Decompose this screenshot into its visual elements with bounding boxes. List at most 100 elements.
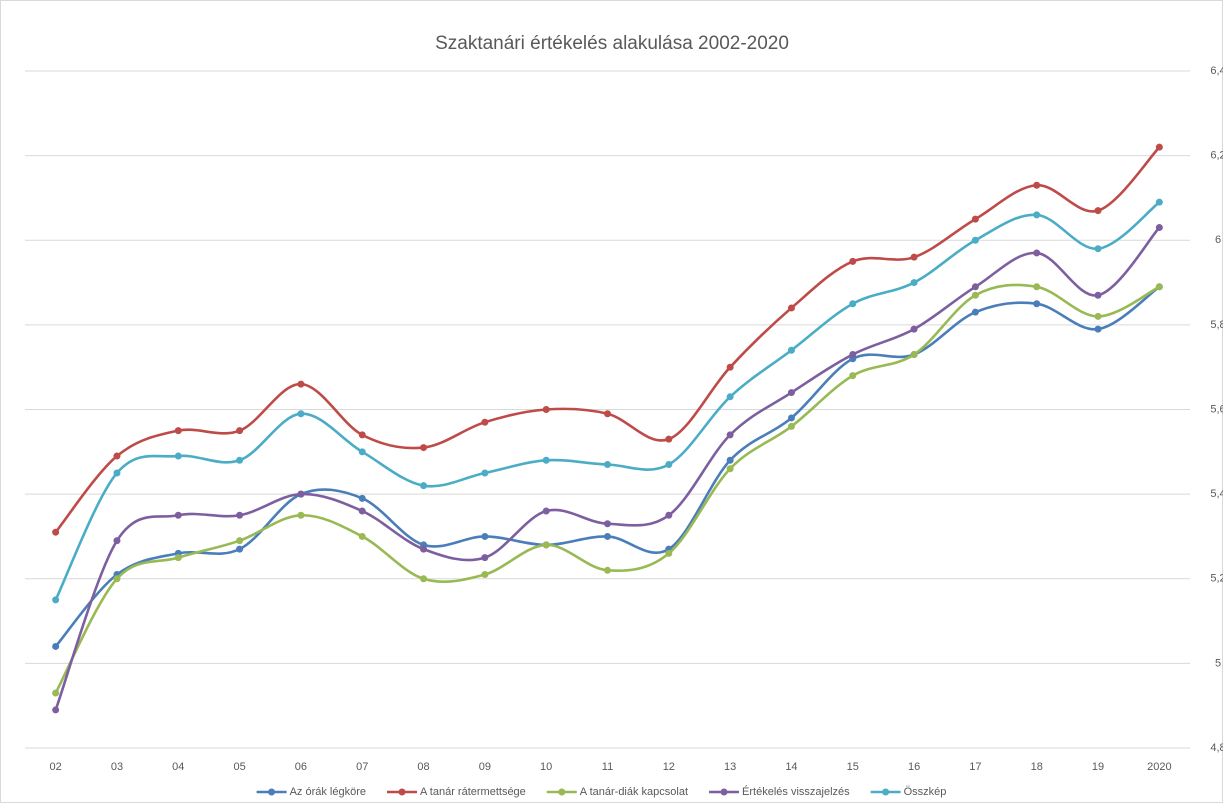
x-tick-label: 19 xyxy=(1092,761,1104,773)
point xyxy=(297,490,305,498)
y-tick-label: 6,2 xyxy=(1210,150,1223,162)
legend-label: A tanár rátermettsége xyxy=(420,786,526,798)
x-tick-label: 12 xyxy=(663,761,675,773)
y-tick-label: 5,4 xyxy=(1210,488,1223,500)
point xyxy=(542,541,550,549)
point xyxy=(1033,211,1041,219)
point xyxy=(1033,249,1041,257)
point xyxy=(174,511,182,519)
point xyxy=(604,520,611,528)
legend-label: Értékelés visszajelzés xyxy=(742,785,850,798)
point xyxy=(971,215,979,223)
point xyxy=(971,236,979,244)
x-tick-label: 04 xyxy=(172,761,184,773)
point xyxy=(358,448,366,456)
y-tick-label: 5,8 xyxy=(1210,319,1223,331)
point xyxy=(481,532,489,540)
point xyxy=(420,444,428,452)
point xyxy=(1094,207,1102,215)
point xyxy=(1033,181,1041,189)
point xyxy=(849,257,857,265)
x-tick-label: 18 xyxy=(1031,761,1043,773)
point xyxy=(1155,198,1163,206)
point xyxy=(726,431,734,439)
point xyxy=(849,350,857,358)
point xyxy=(236,456,244,464)
point xyxy=(849,372,857,380)
point xyxy=(174,452,182,460)
point xyxy=(910,253,918,261)
y-tick-label: 5,2 xyxy=(1210,573,1223,585)
y-tick-label: 5,6 xyxy=(1210,403,1223,415)
point xyxy=(787,389,795,397)
x-tick-label: 13 xyxy=(724,761,736,773)
point xyxy=(358,507,366,515)
point xyxy=(849,300,857,308)
point xyxy=(236,427,244,435)
point xyxy=(604,566,611,574)
point xyxy=(297,380,305,388)
point xyxy=(297,410,305,418)
point xyxy=(113,452,121,460)
x-tick-label: 02 xyxy=(50,761,62,773)
legend-label: Az órák légköre xyxy=(290,786,366,798)
y-tick-label: 4,8 xyxy=(1210,742,1223,754)
point xyxy=(665,549,673,557)
legend-marker xyxy=(558,788,566,796)
x-tick-label: 10 xyxy=(540,761,552,773)
point xyxy=(358,494,366,502)
legend-marker xyxy=(882,788,890,796)
point xyxy=(910,279,918,287)
x-tick-label: 09 xyxy=(479,761,491,773)
point xyxy=(358,532,366,540)
point xyxy=(787,304,795,312)
point xyxy=(726,393,734,401)
x-tick-label: 03 xyxy=(111,761,123,773)
point xyxy=(971,308,979,316)
point xyxy=(542,456,550,464)
point xyxy=(481,571,489,579)
x-tick-label: 07 xyxy=(356,761,368,773)
y-tick-label: 6,4 xyxy=(1210,65,1223,77)
point xyxy=(420,545,428,553)
point xyxy=(174,554,182,562)
point xyxy=(787,422,795,430)
x-tick-label: 08 xyxy=(417,761,429,773)
chart-title: Szaktanári értékelés alakulása 2002-2020 xyxy=(435,33,789,54)
y-tick-label: 5 xyxy=(1215,657,1221,669)
point xyxy=(113,537,121,545)
point xyxy=(174,427,182,435)
point xyxy=(604,461,611,469)
legend-label: A tanár-diák kapcsolat xyxy=(580,786,688,798)
point xyxy=(971,283,979,291)
legend-marker xyxy=(268,788,276,796)
point xyxy=(113,575,121,583)
point xyxy=(1094,325,1102,333)
point xyxy=(787,346,795,354)
point xyxy=(542,406,550,413)
point xyxy=(236,545,244,553)
x-tick-label: 06 xyxy=(295,761,307,773)
point xyxy=(236,537,244,545)
point xyxy=(113,469,121,477)
x-tick-label: 05 xyxy=(233,761,245,773)
point xyxy=(52,528,60,536)
x-tick-label: 2020 xyxy=(1147,761,1171,773)
point xyxy=(52,596,60,604)
legend-marker xyxy=(720,788,728,796)
point xyxy=(665,461,673,469)
point xyxy=(665,435,673,443)
point xyxy=(542,507,550,515)
point xyxy=(971,291,979,299)
point xyxy=(481,418,489,426)
point xyxy=(52,706,60,714)
point xyxy=(1033,300,1041,308)
point xyxy=(1094,245,1102,253)
point xyxy=(604,410,611,418)
point xyxy=(726,456,734,464)
point xyxy=(1155,224,1163,232)
point xyxy=(1094,291,1102,299)
legend-label: Összkép xyxy=(904,786,947,798)
